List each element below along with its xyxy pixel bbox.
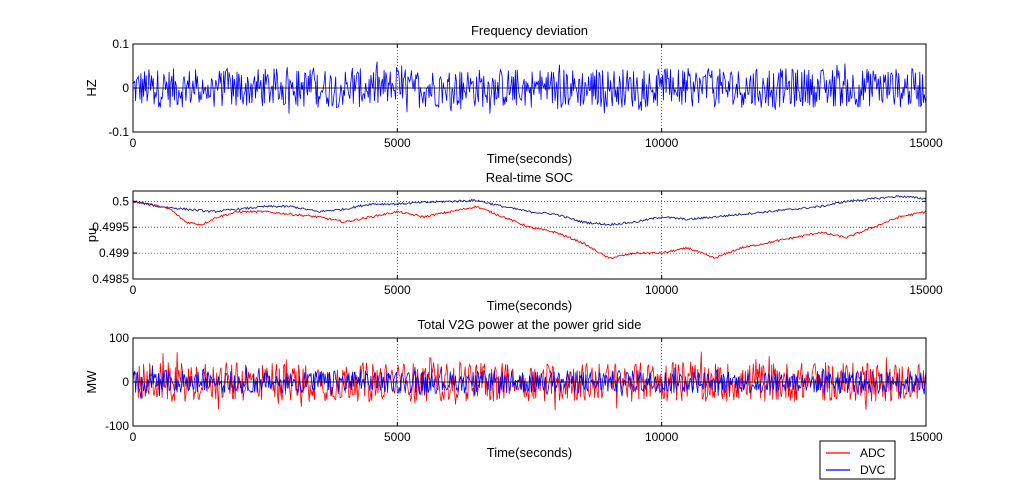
x-axis-label: Time(seconds): [487, 445, 572, 460]
y-tick-label: 0.499: [99, 246, 129, 260]
chart-title: Real-time SOC: [486, 170, 573, 185]
x-tick-label: 0: [130, 136, 137, 150]
series-line-dvc: [133, 364, 926, 399]
legend-label-dvc: DVC: [860, 463, 886, 477]
series-line-dvc: [133, 195, 926, 226]
y-tick-label: 100: [109, 331, 129, 345]
x-tick-label: 0: [130, 430, 137, 444]
legend: ADC DVC: [819, 440, 896, 480]
x-tick-label: 10000: [645, 136, 679, 150]
chart-panel-2: 0 5000 10000 15000 0.4985 0.499 0.4995 0.5 Real-…: [84, 170, 943, 313]
x-tick-label: 5000: [384, 430, 411, 444]
y-tick-label: 0.4985: [92, 272, 129, 286]
y-axis-label: HZ: [84, 79, 99, 96]
series-line-adc: [133, 200, 926, 260]
y-tick-label: 0.4995: [92, 220, 129, 234]
x-tick-label: 5000: [384, 283, 411, 297]
axes-box: [132, 190, 927, 280]
chart-title: Frequency deviation: [471, 23, 588, 38]
x-tick-label: 15000: [909, 430, 943, 444]
chart-title: Total V2G power at the power grid side: [417, 317, 641, 332]
legend-box: [819, 440, 896, 480]
x-tick-label: 5000: [384, 136, 411, 150]
y-tick-label: -100: [105, 419, 129, 433]
legend-label-adc: ADC: [860, 446, 886, 460]
x-axis-label: Time(seconds): [487, 151, 572, 166]
y-axis-label: pu: [84, 228, 99, 242]
y-axis-label: MW: [84, 370, 99, 394]
x-tick-label: 10000: [645, 430, 679, 444]
x-tick-label: 15000: [909, 283, 943, 297]
x-tick-label: 15000: [909, 136, 943, 150]
y-tick-label: 0.5: [112, 194, 129, 208]
x-tick-label: 10000: [645, 283, 679, 297]
series-line-1: [133, 61, 926, 114]
y-tick-label: 0: [122, 375, 129, 389]
y-tick-label: -0.1: [108, 125, 129, 139]
series-line-adc: [133, 351, 926, 411]
x-axis-label: Time(seconds): [487, 298, 572, 313]
y-tick-label: 0.1: [112, 37, 129, 51]
y-tick-label: 0: [122, 81, 129, 95]
x-tick-label: 0: [130, 283, 137, 297]
